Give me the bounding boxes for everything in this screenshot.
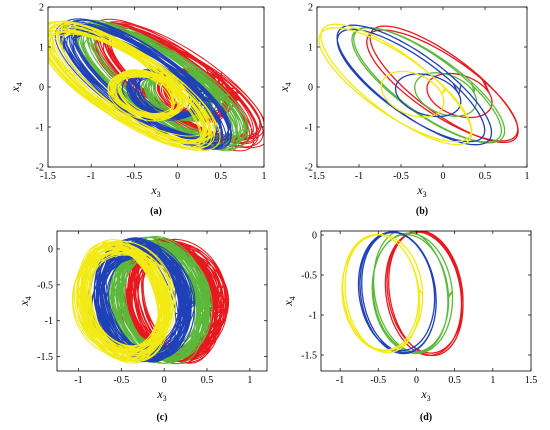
axes-frame-b <box>316 6 528 168</box>
x-tick-label-b-4: 0.5 <box>479 171 492 182</box>
x-tick-label-d-4: 1 <box>490 375 495 386</box>
series-yellow-d <box>341 233 424 354</box>
y-tick-label-a-0: -2 <box>36 163 44 174</box>
x-tick-label-c-4: 1 <box>247 375 252 386</box>
x-tick-label-a-3: 0 <box>175 171 180 182</box>
series-yellow-a <box>48 20 221 152</box>
x-tick-label-d-0: -1 <box>336 375 344 386</box>
x-axis-label-d: x3 <box>420 387 430 403</box>
x-tick-label-a-4: 0.5 <box>215 171 228 182</box>
axes-frame-d <box>320 230 532 372</box>
series-blue-b <box>336 24 493 146</box>
curves-d <box>341 231 464 357</box>
x-tick-label-a-1: -1 <box>87 171 95 182</box>
y-tick-label-a-2: 0 <box>39 83 44 94</box>
y-tick-label-b-1: -1 <box>305 123 313 134</box>
x-tick-label-d-3: 0.5 <box>448 375 461 386</box>
curves-b <box>318 23 519 146</box>
y-axis-label-c: x4 <box>17 296 33 306</box>
y-tick-label-a-4: 2 <box>39 3 44 14</box>
x-tick-label-c-3: 0.5 <box>201 375 214 386</box>
x-tick-label-b-3: 0 <box>441 171 446 182</box>
chart-panel-a: -1.5 -1 -0.5 0 0.5 1 -2 -1 0 1 2 x3 x4 (a) <box>8 3 267 218</box>
y-axis-label-b: x4 <box>277 82 293 92</box>
x-axis-label-a: x3 <box>150 183 160 199</box>
curves-c <box>71 236 230 365</box>
x-axis-label-b: x3 <box>416 183 426 199</box>
y-tick-label-d-1: -1 <box>309 311 317 322</box>
series-yellow-b <box>318 23 473 146</box>
series-green-d <box>371 231 454 355</box>
y-tick-label-c-2: -0.5 <box>37 280 53 291</box>
x-tick-label-b-5: 1 <box>525 171 530 182</box>
series-blue-d <box>357 231 437 355</box>
panel-label-d: (d) <box>420 412 432 423</box>
y-tick-label-b-4: 2 <box>308 3 313 14</box>
x-tick-label-a-2: -0.5 <box>126 171 142 182</box>
x-tick-label-d-1: -0.5 <box>370 375 386 386</box>
x-tick-label-c-0: -1 <box>74 375 82 386</box>
x-tick-label-a-5: 1 <box>262 171 267 182</box>
x-tick-label-d-5: 1.5 <box>525 375 538 386</box>
y-tick-label-d-2: -0.5 <box>301 271 317 282</box>
x-tick-label-a-0: -1.5 <box>40 171 56 182</box>
x-tick-label-b-0: -1.5 <box>309 171 325 182</box>
y-tick-label-a-1: -1 <box>36 123 44 134</box>
y-tick-label-b-2: 0 <box>308 83 313 94</box>
y-tick-label-b-0: -2 <box>305 163 313 174</box>
x-tick-label-b-1: -1 <box>355 171 363 182</box>
curves-a <box>48 18 264 152</box>
y-tick-label-c-1: -1 <box>45 316 53 327</box>
chart-panel-b: -1.5 -1 -0.5 0 0.5 1 -2 -1 0 1 2 x3 x4 (b) <box>277 3 530 218</box>
x-axis-label-c: x3 <box>156 387 166 403</box>
panel-label-b: (b) <box>416 206 428 217</box>
y-axis-label-d: x4 <box>281 296 297 306</box>
x-tick-label-d-2: 0 <box>414 375 419 386</box>
x-tick-label-c-1: -0.5 <box>113 375 129 386</box>
panel-label-c: (c) <box>156 412 167 423</box>
y-tick-label-a-3: 1 <box>39 43 44 54</box>
y-tick-label-d-0: -1.5 <box>301 351 317 362</box>
series-yellow-c <box>71 239 176 364</box>
series-red-d <box>384 231 464 357</box>
x-tick-label-b-2: -0.5 <box>393 171 409 182</box>
y-tick-label-b-3: 1 <box>308 43 313 54</box>
y-axis-label-a: x4 <box>8 82 24 92</box>
axes-frame-c <box>56 230 268 372</box>
x-tick-label-c-2: 0 <box>162 375 167 386</box>
y-tick-label-d-3: 0 <box>312 231 317 242</box>
series-red-b <box>366 25 519 144</box>
y-tick-label-c-3: 0 <box>48 244 53 255</box>
y-tick-label-c-0: -1.5 <box>37 352 53 363</box>
panel-label-a: (a) <box>150 206 162 217</box>
